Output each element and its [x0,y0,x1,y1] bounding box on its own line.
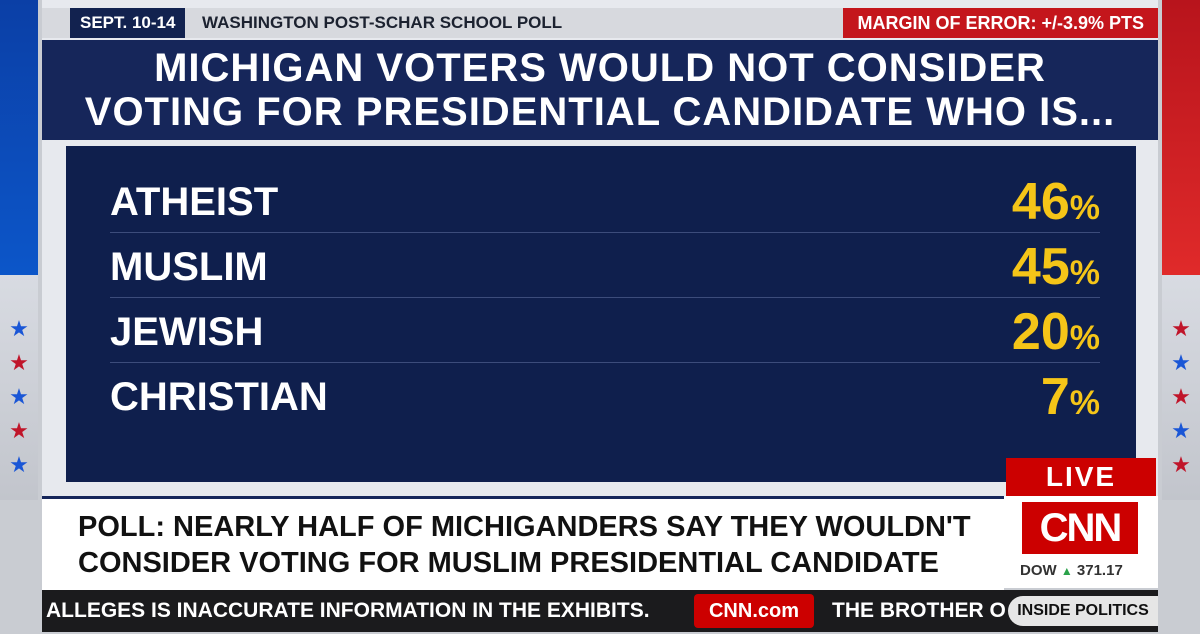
result-row: MUSLIM 45% [110,233,1100,298]
cnn-com-logo: CNN.com [694,594,814,628]
news-ticker: ALLEGES IS INACCURATE INFORMATION IN THE… [42,590,1158,632]
star-icon: ★ [1171,316,1191,341]
poll-dates: SEPT. 10-14 [70,8,186,38]
star-icon: ★ [1171,452,1191,477]
lower-third: POLL: NEARLY HALF OF MICHIGANDERS SAY TH… [42,496,1004,591]
star-icon: ★ [1171,350,1191,375]
live-badge: LIVE [1006,458,1156,496]
result-label: ATHEIST [110,180,279,224]
headline-line-1: POLL: NEARLY HALF OF MICHIGANDERS SAY TH… [78,511,971,543]
result-value: 20% [1011,303,1100,361]
result-row: ATHEIST 46% [110,168,1100,233]
poll-board: SEPT. 10-14 WASHINGTON POST-SCHAR SCHOOL… [42,0,1158,500]
result-label: MUSLIM [110,245,268,289]
right-stars: ★ ★ ★ ★ ★ [1162,318,1200,476]
star-icon: ★ [9,452,29,477]
title-line-1: MICHIGAN VOTERS WOULD NOT CONSIDER [154,46,1046,90]
star-icon: ★ [1171,418,1191,443]
headline: POLL: NEARLY HALF OF MICHIGANDERS SAY TH… [78,509,971,581]
right-flag-decoration [1162,0,1200,500]
result-row: CHRISTIAN 7% [110,363,1100,427]
star-icon: ★ [9,316,29,341]
left-stars: ★ ★ ★ ★ ★ [0,318,38,476]
star-icon: ★ [9,350,29,375]
result-value: 7% [1040,368,1100,426]
left-flag-decoration [0,0,38,500]
show-name: INSIDE POLITICS [1008,596,1158,626]
star-icon: ★ [9,418,29,443]
ticker-text: ALLEGES IS INACCURATE INFORMATION IN THE… [46,599,650,622]
dow-ticker: DOW ▲ 371.17 [1020,562,1123,579]
title-line-2: VOTING FOR PRESIDENTIAL CANDIDATE WHO IS… [84,90,1116,134]
result-label: JEWISH [110,310,264,354]
poll-title: MICHIGAN VOTERS WOULD NOT CONSIDER VOTIN… [42,40,1158,140]
star-icon: ★ [9,384,29,409]
up-triangle-icon: ▲ [1060,564,1073,578]
network-logo-box: CNN DOW ▲ 371.17 [1004,496,1158,588]
cnn-logo: CNN [1022,502,1138,554]
ticker-text-next: THE BROTHER O [832,599,1006,622]
headline-line-2: CONSIDER VOTING FOR MUSLIM PRESIDENTIAL … [78,547,939,579]
result-row: JEWISH 20% [110,298,1100,363]
result-value: 45% [1011,238,1100,296]
result-value: 46% [1011,173,1100,231]
poll-source: WASHINGTON POST-SCHAR SCHOOL POLL [202,13,563,32]
margin-of-error: MARGIN OF ERROR: +/-3.9% PTS [843,8,1158,38]
dow-value: 371.17 [1076,562,1123,579]
result-label: CHRISTIAN [110,375,328,419]
star-icon: ★ [1171,384,1191,409]
dow-label: DOW [1020,562,1057,579]
poll-results-table: ATHEIST 46% MUSLIM 45% JEWISH 20% CHRIST… [66,146,1136,482]
